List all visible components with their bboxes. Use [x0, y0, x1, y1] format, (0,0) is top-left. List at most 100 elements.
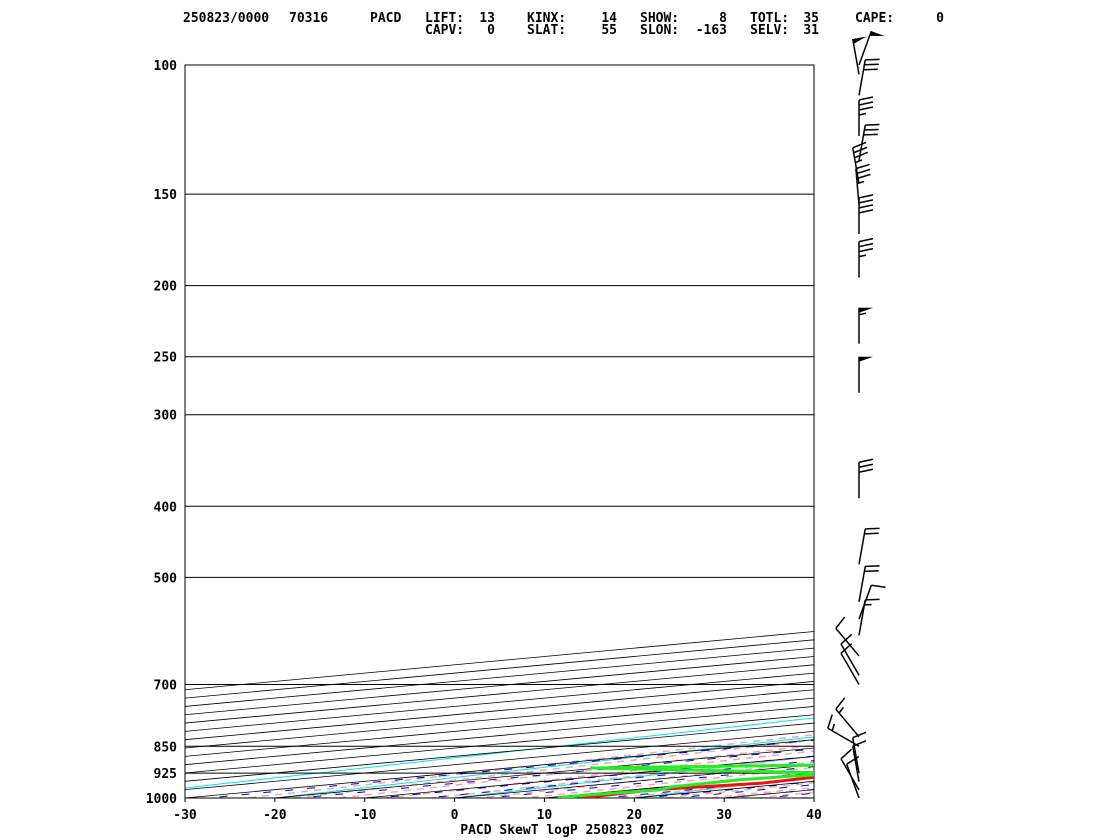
mixing-ratio-line — [809, 797, 814, 798]
pressure-tick-label: 700 — [154, 678, 178, 693]
temperature-axis: -30 -20 -10 0 10 20 30 40 — [173, 798, 822, 823]
barb-staff — [840, 652, 860, 685]
header-field: TOTL: — [750, 11, 789, 26]
barb-staff — [858, 59, 866, 96]
barb-staff — [858, 528, 866, 565]
pressure-tick-label: 150 — [154, 188, 178, 203]
header-field: SELV: — [750, 23, 789, 38]
isotherm — [185, 722, 814, 782]
moist-adiabat — [794, 796, 814, 798]
isotherm — [629, 780, 814, 798]
barb-flag — [858, 199, 874, 204]
pressure-axis: 100 150 200 250 300 400 500 700 850 925 1000 — [146, 59, 177, 807]
isotherm — [736, 49, 1120, 814]
pressure-tick-label: 400 — [154, 500, 178, 515]
isotherm — [185, 730, 814, 791]
barb-flag — [865, 598, 880, 601]
wind-barb — [858, 194, 874, 234]
pressure-tick-label: 300 — [154, 409, 178, 424]
barb-staff — [827, 727, 860, 747]
barb-flag — [858, 468, 874, 473]
header-line-1: 250823/0000 70316 PACD LIFT: 13 KINX: 14 SHOW: 8… — [183, 11, 944, 26]
barb-flag — [863, 133, 878, 136]
dry-adiabat — [185, 717, 814, 789]
temperature-tick-label: -30 — [173, 808, 197, 823]
barb-flag — [865, 58, 880, 61]
isotherm — [185, 706, 814, 766]
isotherm — [185, 689, 814, 749]
isotherm — [185, 714, 814, 774]
barb-flag — [856, 168, 871, 175]
barb-flag — [858, 204, 874, 209]
header-field: 55 — [601, 23, 617, 38]
wind-barb — [858, 123, 880, 161]
barb-flag — [858, 194, 874, 199]
dewpoint-profile — [557, 763, 814, 798]
barb-staff — [852, 38, 860, 75]
temperature-tick-label: 30 — [716, 808, 732, 823]
wind-barb — [858, 565, 880, 602]
pressure-tick-label: 200 — [154, 280, 178, 295]
barb-half-flag — [858, 254, 867, 258]
plot-frame — [184, 64, 815, 799]
isotherm — [185, 647, 814, 707]
barb-flag — [854, 151, 869, 159]
wind-barb — [858, 96, 874, 137]
barb-flag — [852, 731, 867, 739]
barb-flag — [858, 96, 874, 101]
isotherm — [539, 772, 814, 798]
header-field: 14 — [601, 11, 617, 26]
temperature-profile — [580, 775, 814, 798]
barb-flag — [855, 163, 870, 170]
header-field: SLAT: — [527, 23, 566, 38]
wind-barb — [852, 141, 869, 184]
barb-flag — [865, 123, 880, 126]
barb-staff — [858, 30, 873, 66]
barb-flag — [871, 584, 886, 588]
barb-flag — [856, 173, 871, 180]
header-field: 250823/0000 — [183, 11, 269, 26]
header-field: -163 — [696, 23, 727, 38]
barb-flag — [858, 463, 874, 468]
isotherm — [449, 764, 814, 798]
header-field: 35 — [803, 11, 819, 26]
mixing-ratio-line — [671, 784, 814, 798]
dry-adiabat — [868, 49, 1120, 814]
barb-pennant — [869, 31, 885, 36]
barb-flag — [858, 242, 874, 248]
barb-flag — [840, 633, 853, 645]
barb-flag — [864, 532, 879, 535]
temperature-tick-label: 40 — [806, 808, 822, 823]
dry-adiabat — [809, 797, 814, 798]
temperature-tick-label: 0 — [451, 808, 459, 823]
barb-staff — [835, 627, 860, 657]
barb-flag — [827, 714, 833, 729]
wind-barb — [858, 30, 885, 66]
barb-staff — [840, 758, 860, 791]
isotherm — [185, 697, 814, 757]
wind-barb — [827, 714, 860, 747]
moist-adiabat — [564, 772, 814, 798]
pressure-tick-label: 1000 — [146, 792, 177, 807]
isotherm — [270, 747, 814, 798]
header-field: CAPV: — [425, 23, 464, 38]
barb-staff — [858, 566, 866, 602]
moist-adiabat — [471, 761, 814, 798]
header-line-2: CAPV: 0 SLAT: 55 SLON: -163 SELV: 31 — [425, 23, 819, 38]
barb-flag — [864, 128, 879, 131]
header-field: CAPE: — [855, 11, 894, 26]
wind-barb — [835, 616, 860, 657]
wind-barb — [858, 237, 874, 278]
barb-flag — [835, 697, 846, 710]
header-field: 0 — [936, 11, 944, 26]
pressure-tick-label: 850 — [154, 740, 178, 755]
barb-half-flag — [858, 312, 867, 316]
barb-flag — [858, 101, 874, 106]
moist-adiabat — [377, 750, 814, 798]
isotherm — [185, 631, 814, 691]
barb-flag — [852, 141, 867, 149]
barb-pennant — [852, 36, 867, 44]
wind-barb — [858, 598, 880, 636]
barb-staff — [858, 124, 866, 161]
